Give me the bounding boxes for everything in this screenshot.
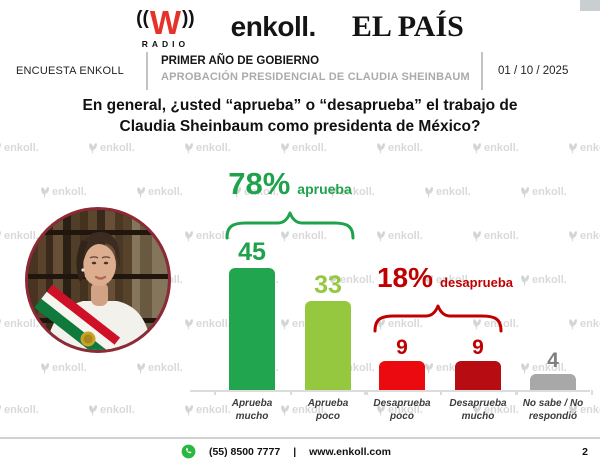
bar-label-2: Desaprueba poco bbox=[373, 398, 431, 422]
approve-word: aprueba bbox=[297, 181, 352, 197]
approve-brace bbox=[225, 211, 355, 240]
bar-1 bbox=[305, 301, 351, 390]
radio-wave-icon: (( bbox=[136, 7, 149, 29]
sheinbaum-portrait-illustration bbox=[28, 210, 168, 350]
approve-annotation: 78% aprueba bbox=[200, 166, 380, 202]
bar-value-4: 4 bbox=[547, 349, 559, 372]
axis-tick bbox=[591, 390, 593, 395]
website-link[interactable]: www.enkoll.com bbox=[309, 445, 392, 458]
question-line-1: En general, ¿usted “aprueba” o “desaprue… bbox=[82, 97, 518, 114]
subheader: ENCUESTA ENKOLL PRIMER AÑO DE GOBIERNO A… bbox=[0, 50, 600, 92]
bar-value-2: 9 bbox=[396, 336, 408, 359]
axis-tick bbox=[290, 390, 292, 395]
bar-label-0: Aprueba mucho bbox=[231, 398, 273, 422]
axis-tick bbox=[366, 390, 368, 395]
radio-wave-icon: )) bbox=[181, 7, 195, 29]
bar-2 bbox=[379, 361, 425, 390]
footer-divider bbox=[0, 437, 600, 439]
footer-separator: | bbox=[293, 445, 297, 458]
bar-0 bbox=[229, 268, 275, 390]
disapprove-annotation: 18% desaprueba bbox=[355, 262, 535, 294]
bar-value-3: 9 bbox=[472, 336, 484, 359]
question-line-2: Claudia Sheinbaum como presidenta de Méx… bbox=[119, 118, 481, 135]
survey-label: ENCUESTA ENKOLL bbox=[16, 65, 124, 77]
logo-row: (( W )) RADIO enkoll. EL PAÍS bbox=[0, 4, 600, 50]
page-number: 2 bbox=[582, 446, 588, 458]
phone-number[interactable]: (55) 8500 7777 bbox=[208, 445, 281, 458]
window-artifact bbox=[580, 0, 600, 11]
question-title: En general, ¿usted “aprueba” o “desaprue… bbox=[0, 95, 600, 137]
bar-4 bbox=[530, 374, 576, 390]
wradio-letter: W bbox=[149, 3, 181, 41]
wradio-logo: (( W )) RADIO bbox=[136, 6, 194, 49]
divider bbox=[481, 52, 483, 90]
axis-tick bbox=[214, 390, 216, 395]
axis-tick bbox=[516, 390, 518, 395]
disapprove-percent: 18% bbox=[376, 262, 434, 293]
axis-tick bbox=[364, 390, 366, 395]
bar-label-4: No sabe / No respondió bbox=[522, 398, 584, 422]
elpais-logo: EL PAÍS bbox=[351, 10, 464, 43]
bar-value-1: 33 bbox=[314, 271, 342, 299]
approve-percent: 78% bbox=[228, 166, 291, 201]
wradio-caption: RADIO bbox=[141, 38, 190, 49]
bar-value-0: 45 bbox=[238, 238, 266, 266]
divider bbox=[146, 52, 148, 90]
disapprove-word: desaprueba bbox=[440, 275, 514, 290]
bar-label-3: Desaprueba mucho bbox=[449, 398, 507, 422]
enkoll-logo: enkoll. bbox=[230, 11, 317, 42]
whatsapp-icon bbox=[181, 444, 196, 459]
sheinbaum-photo bbox=[25, 207, 171, 353]
x-axis bbox=[190, 390, 590, 392]
axis-tick bbox=[440, 390, 442, 395]
axis-tick bbox=[515, 390, 517, 395]
footer: (55) 8500 7777 | www.enkoll.com bbox=[0, 444, 586, 459]
bar-3 bbox=[455, 361, 501, 390]
bar-label-1: Aprueba poco bbox=[307, 398, 349, 422]
report-subtitle: APROBACIÓN PRESIDENCIAL DE CLAUDIA SHEIN… bbox=[161, 70, 470, 83]
report-title: PRIMER AÑO DE GOBIERNO bbox=[161, 55, 320, 67]
report-date: 01 / 10 / 2025 bbox=[498, 65, 569, 77]
disapprove-brace bbox=[373, 304, 503, 333]
